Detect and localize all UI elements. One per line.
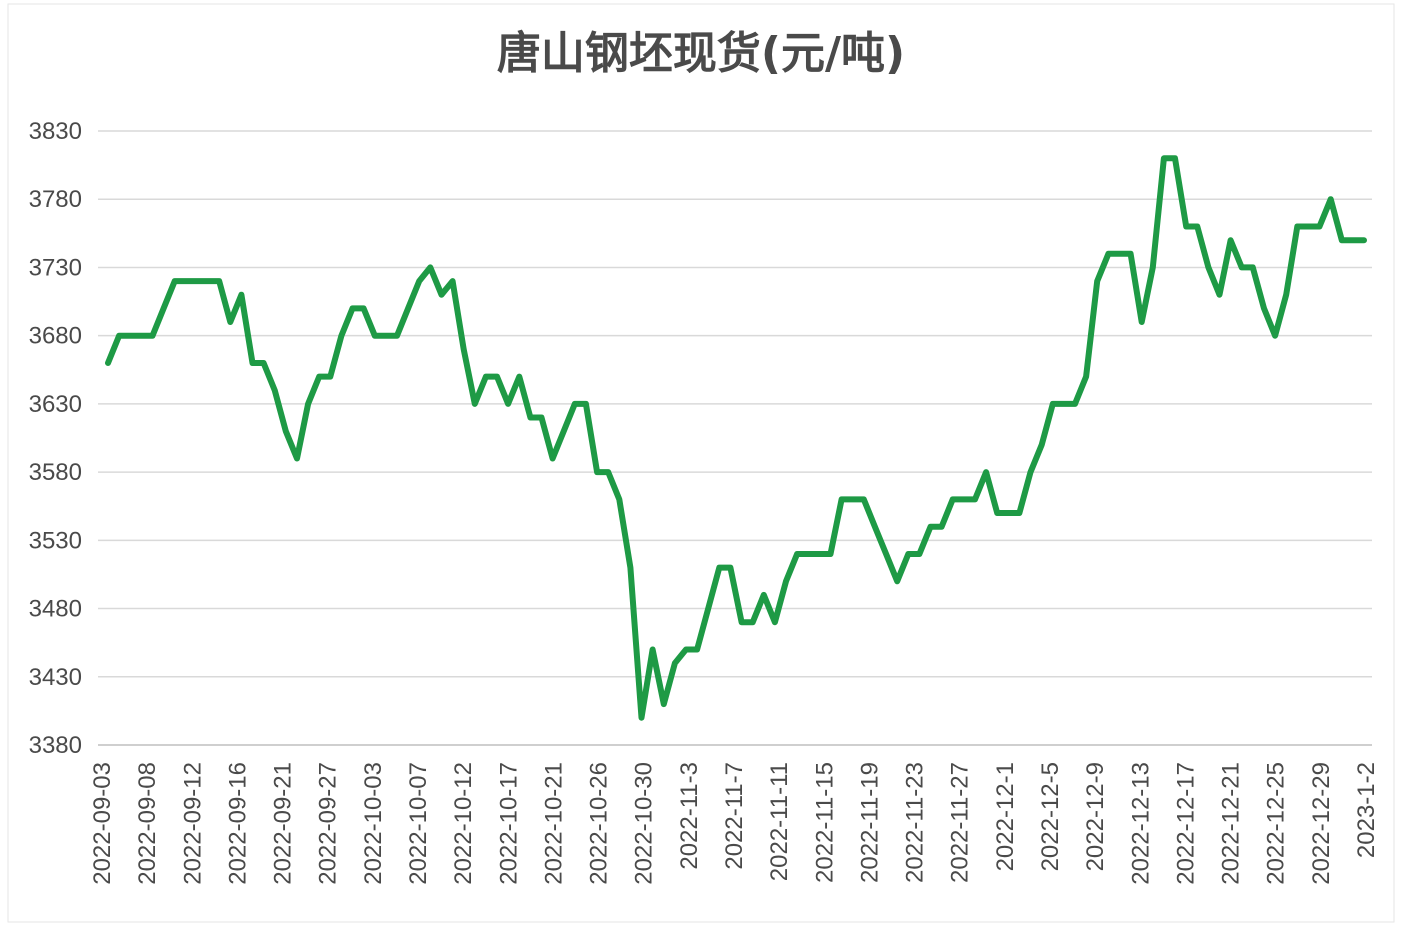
x-tick-label: 2022-12-5 (1037, 762, 1064, 871)
x-tick-label: 2022-11-3 (676, 762, 703, 870)
y-tick-label: 3730 (29, 254, 82, 281)
x-tick-label: 2022-10-21 (540, 762, 567, 885)
x-tick-label: 2022-09-21 (270, 762, 297, 885)
x-tick-label: 2022-09-03 (89, 762, 116, 885)
x-tick-label: 2022-12-17 (1172, 762, 1199, 885)
x-tick-label: 2022-11-15 (811, 762, 838, 883)
x-tick-label: 2022-10-12 (450, 762, 477, 885)
x-tick-label: 2022-12-21 (1218, 762, 1245, 885)
y-tick-label: 3630 (29, 391, 82, 418)
x-axis-tick-labels: 2022-09-03 2022-09-08 2022-09-12 2022-09-16… (89, 762, 1380, 885)
x-tick-label: 2022-11-19 (856, 762, 883, 883)
x-tick-label: 2022-12-29 (1308, 762, 1335, 885)
gridlines (98, 130, 1372, 746)
x-tick-label: 2023-1-2 (1353, 762, 1380, 858)
x-tick-label: 2022-11-7 (721, 762, 748, 870)
y-tick-label: 3580 (29, 459, 82, 486)
series-lines (105, 155, 1367, 721)
x-tick-label: 2022-12-1 (992, 762, 1019, 871)
x-tick-label: 2022-09-16 (224, 762, 251, 885)
x-tick-label: 2022-10-07 (405, 762, 432, 885)
x-tick-label: 2022-11-23 (902, 762, 929, 883)
x-tick-label: 2022-11-27 (947, 762, 974, 883)
x-tick-label: 2022-12-13 (1127, 762, 1154, 885)
x-tick-label: 2022-10-30 (631, 762, 658, 885)
x-tick-label: 2022-10-03 (360, 762, 387, 885)
x-tick-label: 2022-10-17 (495, 762, 522, 885)
y-tick-label: 3680 (29, 323, 82, 350)
series-line (105, 155, 1367, 721)
x-tick-label: 2022-09-12 (179, 762, 206, 885)
y-tick-label: 3780 (29, 186, 82, 213)
y-tick-label: 3430 (29, 664, 82, 691)
x-tick-label: 2022-09-27 (315, 762, 342, 885)
chart-title: 唐山钢坯现货(元/吨) (497, 28, 905, 79)
x-tick-label: 2022-11-11 (766, 762, 793, 881)
y-tick-label: 3480 (29, 596, 82, 623)
x-tick-label: 2022-10-26 (586, 762, 613, 885)
x-tick-label: 2022-12-9 (1082, 762, 1109, 871)
x-tick-label: 2022-12-25 (1263, 762, 1290, 885)
y-tick-label: 3530 (29, 527, 82, 554)
y-tick-label: 3830 (29, 118, 82, 145)
x-tick-label: 2022-09-08 (134, 762, 161, 885)
y-tick-label: 3380 (29, 732, 82, 759)
y-axis-tick-labels: 3380 3430 3480 3530 3580 3630 3680 3730 3780 3830 (29, 118, 82, 759)
